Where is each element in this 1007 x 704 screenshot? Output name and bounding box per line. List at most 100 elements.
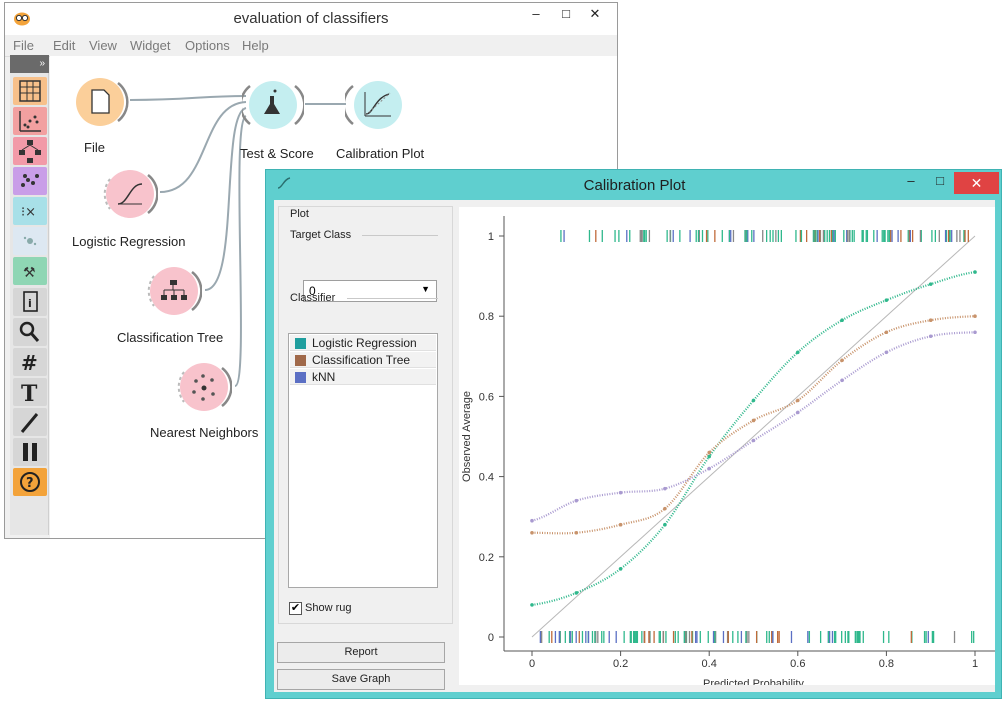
series-point bbox=[530, 603, 534, 607]
x-tick-label: 0 bbox=[529, 658, 535, 670]
toolbox-expand-button[interactable]: » bbox=[10, 55, 49, 73]
series-point bbox=[884, 330, 889, 335]
evaluate-category-icon[interactable]: ⁝× bbox=[13, 197, 47, 225]
classifier-list[interactable]: Logistic Regression Classification Tree … bbox=[288, 333, 438, 588]
y-tick-label: 0.4 bbox=[479, 472, 494, 484]
visualize-category-icon[interactable] bbox=[13, 107, 47, 135]
x-tick-label: 0.8 bbox=[879, 658, 894, 670]
test-score-node-label: Test & Score bbox=[240, 146, 314, 161]
series-point bbox=[663, 506, 667, 511]
series-point bbox=[973, 330, 977, 335]
calibration-chart[interactable]: 0 0.2 0.4 0.6 0.8 1 0 0.2 0.4 0.6 0.8 1 Predicted Pr… bbox=[459, 207, 995, 690]
y-tick-label: 0 bbox=[488, 632, 494, 644]
save-graph-button[interactable]: Save Graph bbox=[277, 669, 445, 690]
plot-group-label: Plot bbox=[290, 208, 309, 220]
text-annotation-icon[interactable]: T bbox=[13, 378, 47, 407]
x-tick-label: 1 bbox=[972, 658, 978, 670]
x-axis-label: Predicted Probability bbox=[703, 678, 804, 685]
help-icon[interactable]: ? bbox=[13, 468, 47, 496]
series-point bbox=[618, 490, 623, 495]
classifier-label: Classifier bbox=[290, 292, 336, 304]
menu-file[interactable]: File bbox=[13, 38, 34, 53]
series-point bbox=[884, 350, 889, 355]
menu-options[interactable]: Options bbox=[185, 38, 230, 53]
menu-help[interactable]: Help bbox=[242, 38, 269, 53]
data-category-icon[interactable] bbox=[13, 77, 47, 105]
text-mining-category-icon[interactable]: ⚒ bbox=[13, 257, 47, 285]
series-point bbox=[928, 282, 933, 286]
series-point bbox=[840, 378, 844, 383]
menu-view[interactable]: View bbox=[89, 38, 117, 53]
classifier-item-knn[interactable]: kNN bbox=[290, 369, 436, 385]
info-icon[interactable]: i bbox=[13, 288, 47, 316]
classifier-item-classification-tree[interactable]: Classification Tree bbox=[290, 352, 436, 368]
orange-app-icon bbox=[13, 10, 31, 26]
search-icon[interactable] bbox=[13, 318, 47, 346]
nearest-neighbors-node[interactable] bbox=[172, 362, 233, 412]
menu-widget[interactable]: Widget bbox=[130, 38, 171, 53]
unsupervised-category-icon[interactable] bbox=[13, 167, 47, 195]
maximize-button[interactable]: □ bbox=[562, 6, 570, 21]
series-point bbox=[751, 438, 756, 443]
calibration-plot-node[interactable] bbox=[342, 80, 407, 130]
calibration-plot-node-label: Calibration Plot bbox=[336, 146, 425, 161]
target-class-divider bbox=[362, 235, 438, 236]
svg-text:i: i bbox=[28, 297, 32, 310]
menu-bar: File Edit View Widget Options Help bbox=[5, 35, 617, 57]
series-point bbox=[973, 270, 977, 274]
series-point bbox=[928, 334, 933, 339]
spectroscopy-category-icon[interactable] bbox=[13, 227, 47, 255]
menu-edit[interactable]: Edit bbox=[53, 38, 76, 53]
report-button[interactable]: Report bbox=[277, 642, 445, 663]
target-class-select[interactable]: 0 ▼ bbox=[303, 280, 437, 302]
classifier-divider bbox=[347, 298, 438, 299]
series-point bbox=[574, 591, 579, 595]
calib-minimize-button[interactable]: – bbox=[907, 173, 915, 188]
target-class-label: Target Class bbox=[290, 229, 352, 241]
calib-close-button[interactable]: ✕ bbox=[954, 172, 999, 194]
x-tick-label: 0.6 bbox=[790, 658, 805, 670]
classification-tree-node-label: Classification Tree bbox=[117, 330, 224, 345]
series-point bbox=[840, 358, 844, 363]
logistic-regression-node[interactable] bbox=[100, 169, 159, 219]
grid-icon[interactable]: # bbox=[13, 348, 47, 376]
series-point bbox=[707, 454, 711, 459]
calibration-window-title: Calibration Plot bbox=[583, 177, 686, 194]
close-button[interactable]: ✕ bbox=[589, 6, 601, 21]
test-score-node[interactable] bbox=[239, 80, 306, 130]
workflow-links bbox=[129, 95, 346, 387]
main-titlebar: evaluation of classifiers – □ ✕ bbox=[5, 3, 617, 35]
file-node[interactable] bbox=[75, 77, 130, 127]
show-rug-label: Show rug bbox=[305, 602, 352, 614]
classifier-name: kNN bbox=[312, 370, 336, 384]
x-tick-label: 0.4 bbox=[702, 658, 717, 670]
series-point bbox=[751, 398, 756, 403]
widget-window-icon bbox=[276, 176, 292, 190]
y-tick-label: 1 bbox=[488, 231, 494, 243]
series-point bbox=[574, 530, 579, 535]
target-class-value: 0 bbox=[309, 284, 316, 298]
show-rug-checkbox[interactable]: ✔ bbox=[289, 602, 302, 615]
series-point bbox=[796, 410, 800, 415]
window-title: evaluation of classifiers bbox=[233, 10, 389, 27]
series-point bbox=[618, 522, 623, 527]
classifier-color-swatch bbox=[295, 355, 306, 366]
classifier-color-swatch bbox=[295, 338, 306, 349]
widget-toolbox: » ⁝× ⚒ i # T bbox=[10, 55, 49, 535]
calib-maximize-button[interactable]: □ bbox=[936, 173, 944, 188]
arrow-annotation-icon[interactable] bbox=[13, 408, 47, 436]
model-category-icon[interactable] bbox=[13, 137, 47, 165]
classification-tree-node[interactable] bbox=[144, 266, 203, 316]
series-point bbox=[663, 522, 667, 527]
calibration-chart-svg: 0 0.2 0.4 0.6 0.8 1 0 0.2 0.4 0.6 0.8 1 Predicted Pr… bbox=[461, 216, 995, 690]
svg-text:T: T bbox=[21, 381, 38, 406]
series-point bbox=[707, 450, 711, 455]
classifier-item-logistic-regression[interactable]: Logistic Regression bbox=[290, 335, 436, 351]
file-node-label: File bbox=[84, 140, 105, 155]
classifier-name: Logistic Regression bbox=[312, 336, 417, 350]
calibration-plot-window: Calibration Plot – □ ✕ Plot Target Class… bbox=[265, 169, 1002, 699]
nearest-neighbors-node-label: Nearest Neighbors bbox=[150, 425, 259, 440]
minimize-button[interactable]: – bbox=[532, 6, 540, 21]
pause-icon[interactable] bbox=[13, 438, 47, 466]
calibration-window-body: Plot Target Class 0 ▼ Classifier Logisti… bbox=[274, 200, 995, 692]
